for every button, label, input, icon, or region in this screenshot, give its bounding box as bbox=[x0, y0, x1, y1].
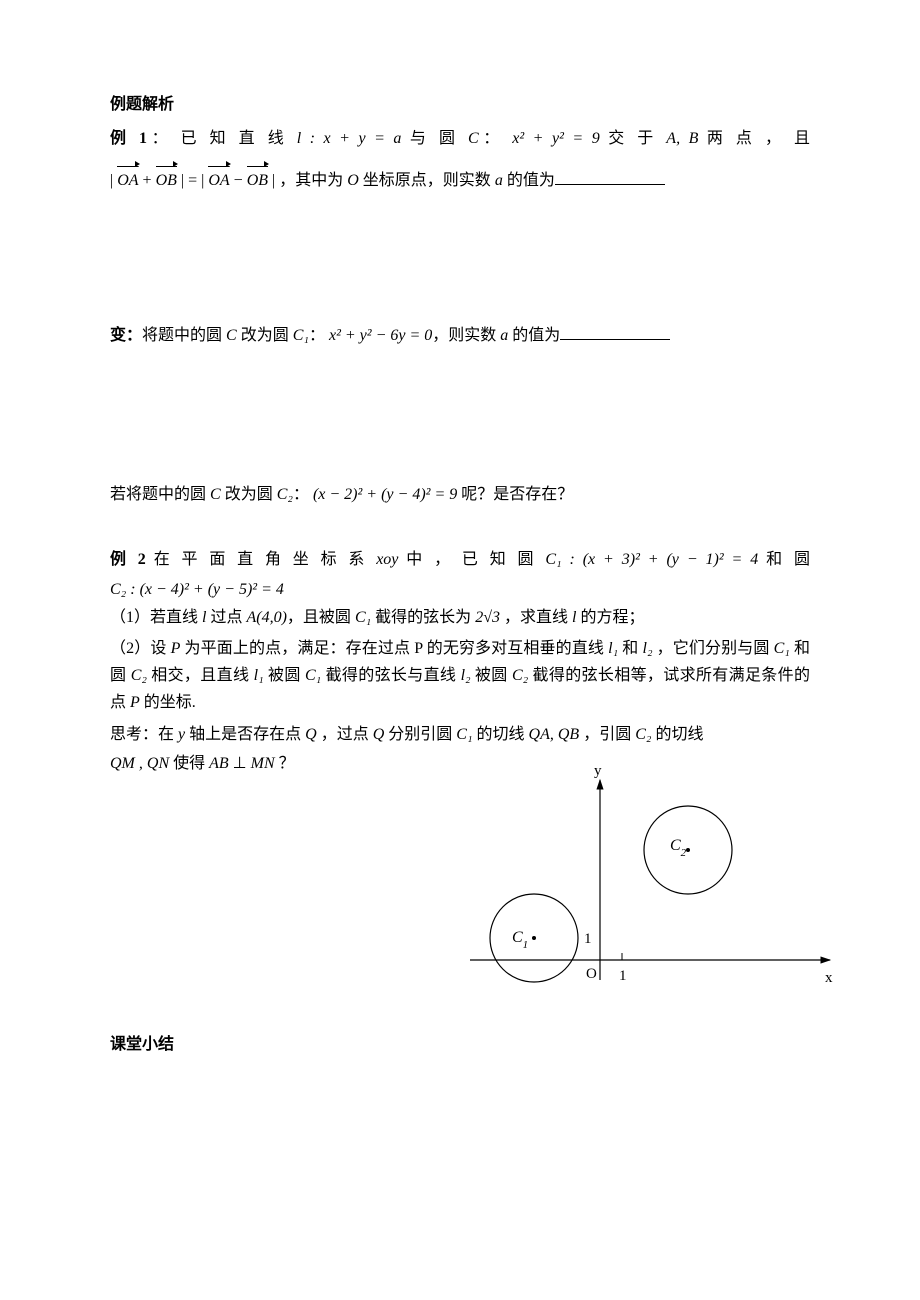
example-2-line1: 例 2 在 平 面 直 角 坐 标 系 xoy 中 ， 已 知 圆 C₁ : (… bbox=[110, 545, 810, 575]
svg-text:C1: C1 bbox=[512, 929, 528, 951]
spacer bbox=[110, 201, 810, 321]
ex2-label: 例 2 bbox=[110, 551, 146, 568]
var1-label: 变： bbox=[110, 327, 142, 344]
svg-text:1: 1 bbox=[584, 931, 592, 947]
svg-text:x: x bbox=[825, 970, 833, 986]
example-1-line2: | OA + OB | = | OA − OB | ，其中为 O 坐标原点，则实… bbox=[110, 166, 810, 196]
figure-svg: O11xyC1C2 bbox=[410, 770, 850, 1010]
svg-text:O: O bbox=[586, 966, 597, 982]
svg-text:1: 1 bbox=[619, 968, 627, 984]
ex1-label: 例 1 bbox=[110, 130, 147, 147]
answer-blank-2 bbox=[560, 323, 670, 340]
answer-blank-1 bbox=[555, 168, 665, 185]
analysis-heading: 例题解析 bbox=[110, 90, 810, 114]
svg-text:C2: C2 bbox=[670, 837, 687, 859]
example-2-part1: （1）若直线 l 过点 A(4,0)，且被圆 C₁ 截得的弦长为 2√3 ，求直… bbox=[110, 605, 810, 631]
example-1-line1: 例 1： 已 知 直 线 l : x + y = a 与 圆 C： x² + y… bbox=[110, 124, 810, 154]
example-2-part2: （2）设 P 为平面上的点，满足：存在过点 P 的无穷多对互相垂的直线 l₁ 和… bbox=[110, 635, 810, 717]
coordinate-figure: O11xyC1C2 bbox=[110, 780, 810, 1020]
variation-2: 若将题中的圆 C 改为圆 C₂： (x − 2)² + (y − 4)² = 9… bbox=[110, 480, 810, 510]
summary-heading: 课堂小结 bbox=[110, 1030, 810, 1054]
example-2-line2: C₂ : (x − 4)² + (y − 5)² = 4 bbox=[110, 579, 810, 601]
variation-1: 变：将题中的圆 C 改为圆 C₁： x² + y² − 6y = 0，则实数 a… bbox=[110, 321, 810, 351]
svg-text:y: y bbox=[594, 763, 602, 779]
example-2-think: 思考：在 y 轴上是否存在点 Q ，过点 Q 分别引圆 C₁ 的切线 QA, Q… bbox=[110, 721, 810, 748]
page: 例题解析 例 1： 已 知 直 线 l : x + y = a 与 圆 C： x… bbox=[0, 0, 920, 1300]
spacer bbox=[110, 515, 810, 545]
spacer bbox=[110, 355, 810, 480]
